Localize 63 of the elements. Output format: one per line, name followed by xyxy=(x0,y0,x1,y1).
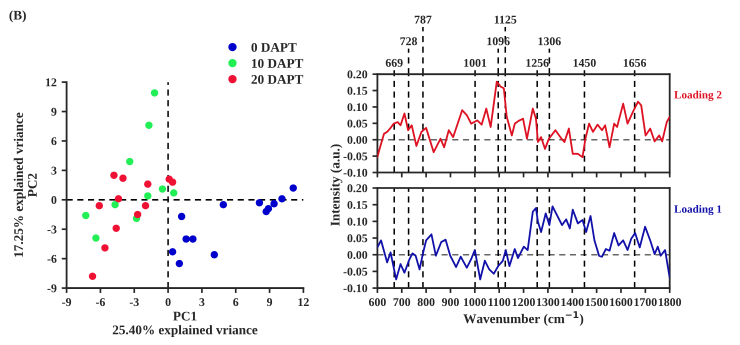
x-tick-label: 1800 xyxy=(658,298,682,306)
y-tick-label: 0.00 xyxy=(347,136,368,144)
y-tick-label: -3 xyxy=(47,226,56,234)
x-tick-label: 1500 xyxy=(586,298,608,306)
x-tick-label: 1100 xyxy=(488,298,510,306)
x-tick-label: 0 xyxy=(166,298,171,306)
y-tick-label: 9 xyxy=(51,108,56,116)
x-tick-label: 1400 xyxy=(561,298,584,306)
x-tick-label: 700 xyxy=(394,298,410,306)
series-label: Loading 2 xyxy=(674,90,722,101)
x-tick-label: 12 xyxy=(298,298,309,306)
y-tick-label: -9 xyxy=(47,284,56,292)
x-tick-label: -9 xyxy=(62,298,72,306)
x-axis-title: PC1 25.40% explained vriance xyxy=(112,312,258,338)
y-tick-label: 0.15 xyxy=(347,86,368,95)
x-tick-label: -3 xyxy=(130,298,139,306)
ref-line-label: 1256 xyxy=(526,58,549,67)
y-tick-label: 0.10 xyxy=(347,218,368,226)
y-tick-label: 0.05 xyxy=(347,120,368,128)
x-tick-label: 800 xyxy=(418,298,435,306)
y-tick-label: 0.20 xyxy=(347,184,368,192)
ref-line-label: 1001 xyxy=(464,58,486,67)
x-tick-label: 9 xyxy=(266,298,272,306)
y-tick-label: 0.05 xyxy=(347,234,368,242)
text: Loading 1 xyxy=(674,204,722,216)
x-tick-label: 1200 xyxy=(512,298,535,306)
x-tick-label: 900 xyxy=(442,298,459,306)
x-tick-label: -6 xyxy=(96,298,105,306)
y-tick-label: -0.10 xyxy=(344,284,368,292)
y-tick-label: 6 xyxy=(51,137,57,146)
legend-label: 10 DAPT xyxy=(252,58,304,68)
y-tick-label: -0.05 xyxy=(344,268,368,276)
x-tick-label: 6 xyxy=(233,298,238,306)
y-tick-label: 0.10 xyxy=(347,103,368,112)
y-tick-label: 0.15 xyxy=(347,200,368,209)
ref-line-label: 669 xyxy=(386,58,403,67)
y-tick-label: 0 xyxy=(51,196,56,204)
legend-label: 20 DAPT xyxy=(252,74,304,84)
x-axis-title: Wavenumber (cm$^{−1}$) xyxy=(463,311,584,326)
y-tick-label: 12 xyxy=(46,78,56,86)
ref-line-label: 1125 xyxy=(494,16,516,24)
x-tick-label: 600 xyxy=(368,298,386,306)
x-tick-label: 1300 xyxy=(537,298,560,306)
x-tick-label: 1600 xyxy=(610,298,632,306)
y-tick-label: -0.05 xyxy=(344,152,368,160)
y-tick-label: -6 xyxy=(47,254,57,263)
x-tick-label: 1700 xyxy=(634,298,657,306)
x-tick-label: 3 xyxy=(199,298,204,306)
ref-line-label: 1096 xyxy=(487,37,510,46)
chart-title: (B) xyxy=(9,10,26,22)
ref-line-label: 1306 xyxy=(538,37,561,46)
ref-line-label: 1450 xyxy=(574,58,596,67)
y-tick-label: 0.20 xyxy=(347,70,368,78)
y-tick-label: 3 xyxy=(51,166,56,175)
ref-line-label: 787 xyxy=(414,16,432,24)
y-axis-title: Intensity (a.u.) xyxy=(330,144,342,226)
y-axis-title: 17.25% explained vriance PC2 xyxy=(14,112,37,257)
ref-line-label: 728 xyxy=(400,37,418,46)
ref-line-label: 1656 xyxy=(624,58,646,67)
y-tick-label: -0.10 xyxy=(344,168,368,177)
legend-label: 0 DAPT xyxy=(251,42,297,52)
y-tick-label: 0.00 xyxy=(347,250,368,259)
x-tick-label: 1000 xyxy=(464,298,486,306)
